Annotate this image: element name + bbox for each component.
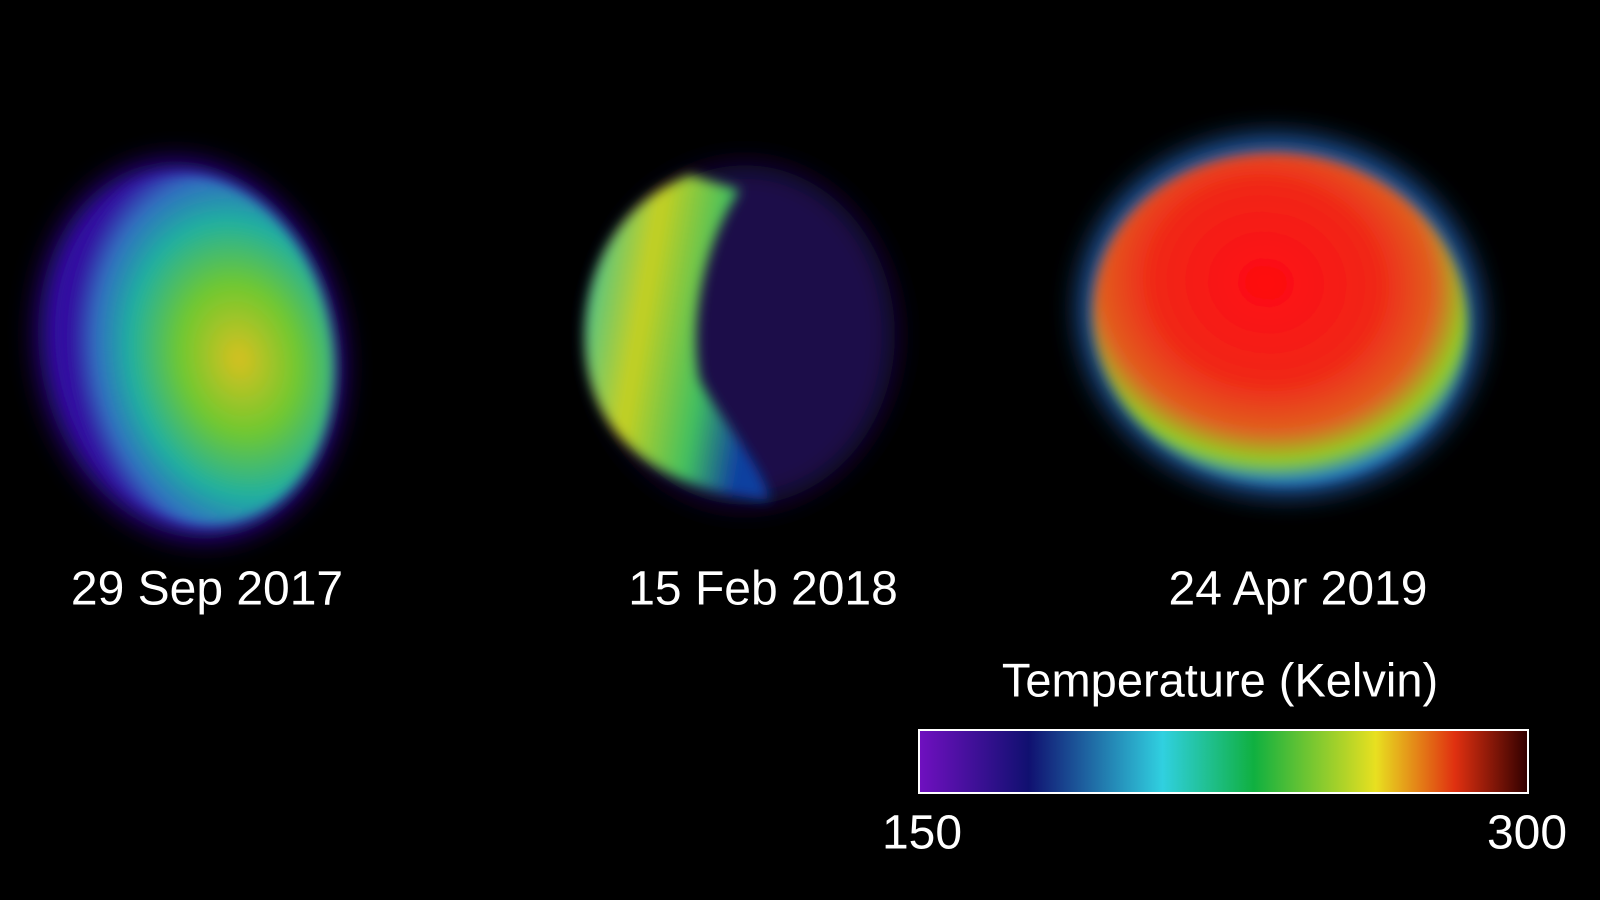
colorbar-min: 150 [882,807,962,860]
colorbar [918,729,1529,794]
colorbar-title: Temperature (Kelvin) [1002,653,1438,706]
moon-2018 [584,165,895,505]
date-label: 15 Feb 2018 [628,563,898,616]
moon-2017 [38,161,342,539]
moon-2019 [1080,136,1480,494]
date-label: 29 Sep 2017 [71,563,343,616]
colorbar-max: 300 [1487,807,1567,860]
date-label: 24 Apr 2019 [1169,563,1428,616]
